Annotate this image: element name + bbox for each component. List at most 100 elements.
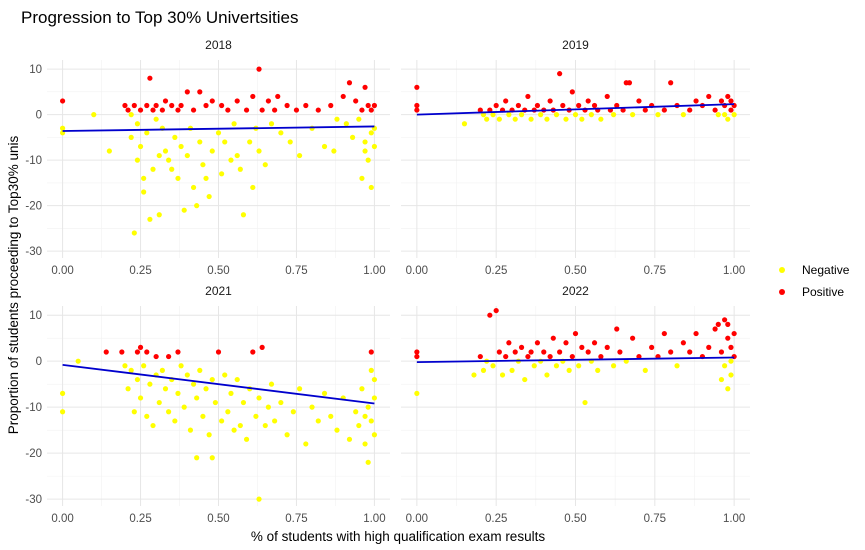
- point-negative: [181, 404, 187, 410]
- point-negative: [256, 496, 262, 502]
- point-negative: [141, 363, 147, 369]
- point-positive: [414, 102, 420, 109]
- point-negative: [296, 152, 303, 159]
- point-positive: [368, 349, 374, 355]
- point-negative: [209, 148, 215, 154]
- point-positive: [604, 344, 610, 350]
- point-positive: [365, 102, 371, 109]
- point-negative: [484, 116, 490, 122]
- point-negative: [496, 116, 502, 122]
- point-negative: [461, 121, 468, 127]
- point-negative: [215, 130, 222, 136]
- legend-key-positive: [779, 289, 785, 295]
- point-positive: [137, 107, 144, 113]
- point-negative: [231, 121, 237, 127]
- point-positive: [649, 344, 655, 350]
- point-positive: [626, 80, 633, 86]
- point-negative: [156, 399, 162, 406]
- point-negative: [368, 367, 374, 373]
- point-negative: [166, 409, 172, 415]
- point-positive: [414, 349, 420, 355]
- y-tick-label: -10: [25, 155, 42, 167]
- y-tick-label: -30: [25, 246, 42, 258]
- point-negative: [728, 372, 734, 378]
- panel-2021: 2021 10 0 -10 -20 -30 0.00 0.25 0.50 0.75 1.00: [25, 284, 390, 525]
- point-negative: [349, 134, 356, 140]
- point-negative: [490, 363, 496, 369]
- point-negative: [262, 162, 268, 168]
- point-negative: [610, 112, 617, 118]
- point-positive: [534, 340, 541, 346]
- point-negative: [91, 112, 97, 118]
- point-negative: [141, 175, 147, 181]
- x-tick-label: 0.25: [129, 265, 151, 277]
- point-positive: [134, 349, 141, 355]
- point-negative: [680, 112, 686, 118]
- legend-label: Negative: [802, 263, 850, 277]
- point-positive: [620, 107, 626, 113]
- point-negative: [334, 116, 340, 122]
- point-negative: [506, 112, 512, 118]
- point-negative: [75, 358, 81, 364]
- point-negative: [197, 367, 203, 373]
- panel-2019: 2019 0.00 0.25 0.50 0.75 1.00: [401, 38, 750, 277]
- point-negative: [194, 203, 200, 209]
- x-tick-label: 0.75: [285, 265, 307, 277]
- point-positive: [414, 84, 420, 90]
- point-negative: [222, 139, 228, 145]
- point-negative: [321, 390, 328, 396]
- point-positive: [642, 107, 648, 113]
- point-negative: [203, 175, 209, 181]
- point-positive: [203, 102, 209, 109]
- point-positive: [591, 340, 598, 346]
- point-negative: [169, 166, 175, 172]
- point-positive: [144, 349, 150, 355]
- point-negative: [150, 422, 156, 429]
- point-positive: [147, 75, 153, 81]
- point-positive: [353, 98, 359, 104]
- point-negative: [731, 112, 737, 118]
- point-positive: [234, 98, 240, 104]
- point-negative: [268, 381, 275, 387]
- point-negative: [278, 130, 284, 136]
- point-negative: [480, 367, 487, 373]
- point-negative: [371, 395, 378, 401]
- x-tick-label: 0.75: [644, 513, 666, 525]
- point-negative: [595, 367, 601, 373]
- point-negative: [371, 376, 378, 383]
- point-positive: [153, 353, 159, 360]
- point-positive: [706, 344, 712, 350]
- point-negative: [362, 148, 368, 154]
- point-negative: [178, 143, 184, 150]
- point-negative: [362, 413, 368, 419]
- point-negative: [509, 367, 515, 373]
- point-negative: [725, 386, 731, 392]
- point-negative: [172, 134, 178, 140]
- point-positive: [661, 330, 667, 337]
- point-negative: [225, 409, 231, 415]
- point-positive: [715, 321, 721, 327]
- point-positive: [219, 102, 225, 109]
- y-tick-label: 10: [29, 64, 42, 76]
- x-tick-label: 1.00: [363, 513, 385, 525]
- point-negative: [715, 112, 721, 118]
- point-negative: [572, 112, 579, 118]
- point-negative: [147, 216, 153, 222]
- y-tick-label: -30: [25, 494, 42, 506]
- point-positive: [166, 353, 172, 360]
- point-negative: [153, 116, 159, 122]
- panel-2018: 2018 10 0 -10 -20 -30 0.00 0.25 0.50 0.75 1.00: [25, 38, 390, 277]
- point-negative: [544, 372, 550, 378]
- point-negative: [346, 436, 353, 442]
- point-positive: [712, 107, 718, 113]
- point-negative: [368, 184, 374, 191]
- x-tick-label: 0.25: [485, 265, 507, 277]
- point-positive: [175, 349, 181, 355]
- point-negative: [106, 148, 112, 154]
- point-negative: [362, 139, 368, 145]
- point-negative: [728, 358, 734, 364]
- point-negative: [522, 376, 528, 383]
- point-positive: [414, 353, 420, 360]
- point-negative: [610, 363, 617, 369]
